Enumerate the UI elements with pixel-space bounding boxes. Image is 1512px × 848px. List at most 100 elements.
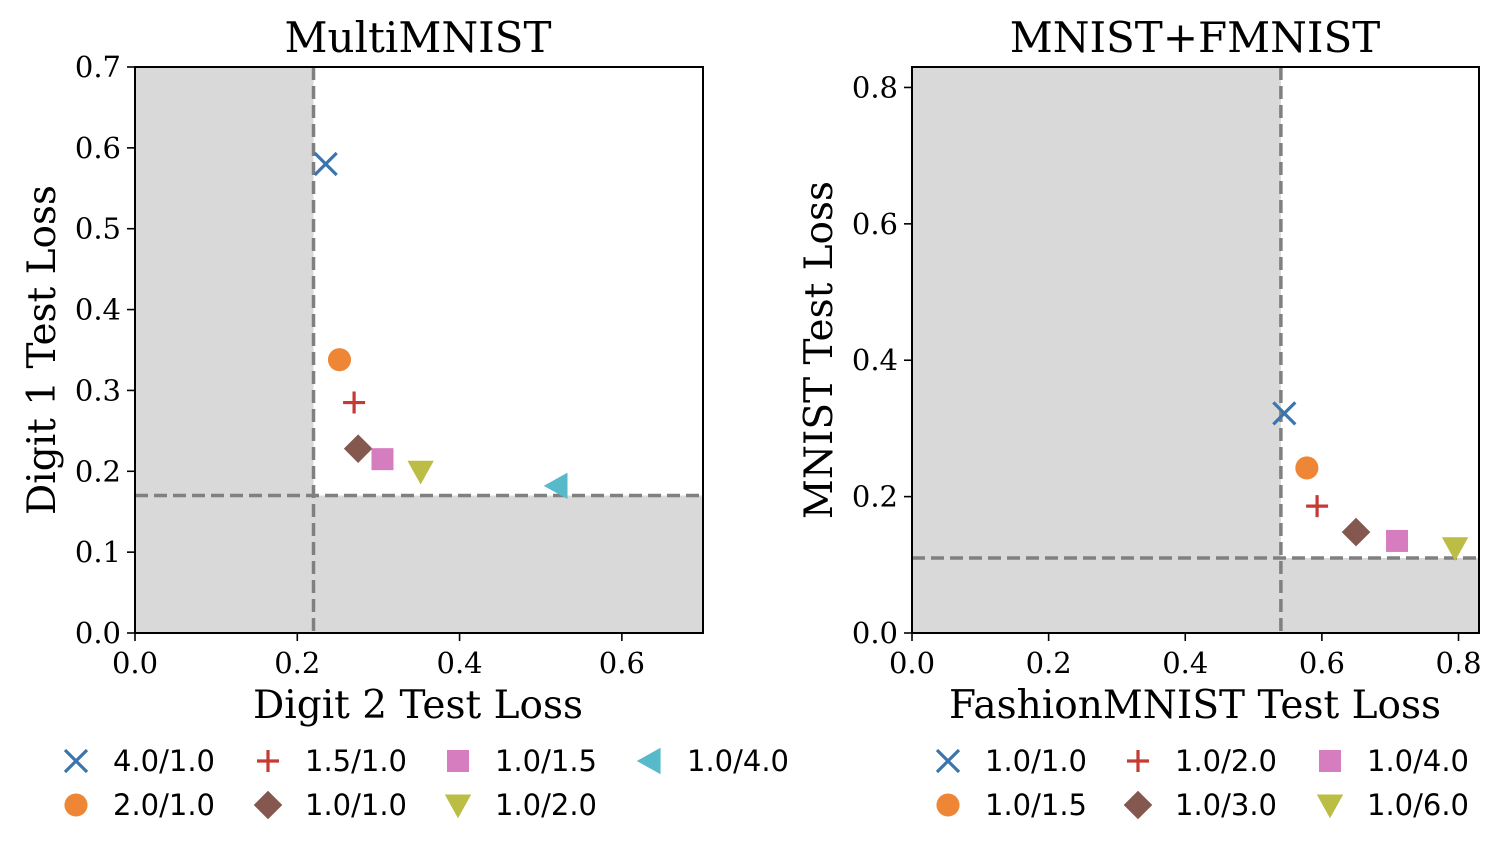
x-tick-label: 0.6 (599, 646, 645, 680)
circle-marker (327, 348, 352, 372)
axes-frame (134, 66, 704, 634)
y-tick-label: 0.3 (75, 373, 121, 407)
legend-label: 1.0/1.0 (305, 788, 407, 822)
circle-marker (936, 793, 960, 817)
plot-area (911, 66, 1480, 634)
x-marker (1272, 401, 1297, 426)
data-point (1306, 495, 1329, 518)
legend-item: 1.0/1.5 (447, 744, 597, 778)
y-tick-label: 0.6 (852, 207, 898, 241)
legend-marker (1316, 794, 1344, 819)
legend-label: 1.0/1.5 (495, 744, 597, 778)
triangle-down-marker (407, 460, 434, 485)
x-axis-label: Digit 2 Test Loss (253, 683, 583, 728)
legend-marker (936, 793, 960, 817)
legend-marker (1127, 750, 1149, 772)
legend-label: 1.0/1.5 (985, 788, 1087, 822)
legend-item: 1.0/3.0 (1123, 788, 1277, 822)
legend-label: 1.0/2.0 (495, 788, 597, 822)
data-point (407, 460, 434, 485)
legend-marker (1319, 750, 1341, 772)
y-tick-label: 0.4 (75, 293, 121, 327)
data-point (543, 472, 568, 500)
legend-marker (257, 750, 279, 772)
mnist-fmnist-panel: MNIST+FMNIST FashionMNIST Test Loss MNIS… (797, 13, 1482, 822)
legend-label: 2.0/1.0 (113, 788, 215, 822)
x-tick-label: 0.2 (274, 646, 320, 680)
legend-label: 1.0/2.0 (1175, 744, 1277, 778)
x-tick-label: 0.8 (1435, 646, 1481, 680)
legend-item: 1.5/1.0 (257, 744, 407, 778)
plus-marker (1306, 495, 1329, 518)
legend-item: 1.0/2.0 (444, 788, 597, 822)
legend-item: 2.0/1.0 (64, 788, 215, 822)
data-point (313, 151, 338, 177)
x-marker (935, 748, 961, 774)
x-tick-label: 0.4 (437, 646, 483, 680)
legend-item: 1.0/6.0 (1316, 788, 1469, 822)
y-tick-label: 0.1 (75, 535, 121, 569)
legend-marker (253, 790, 283, 820)
legend-label: 1.0/3.0 (1175, 788, 1277, 822)
plus-marker (257, 750, 279, 772)
x-tick-label: 0.0 (112, 646, 158, 680)
diamond-marker (1341, 517, 1371, 547)
shaded-region-bottom (1280, 557, 1479, 633)
multimnist-panel: MultiMNIST Digit 2 Test Loss Digit 1 Tes… (20, 13, 789, 822)
legend: 4.0/1.0 2.0/1.0 1.5/1.0 1.0/1.0 1.0/1.5 1.0/2… (63, 744, 789, 822)
tick-labels: 0.0 0.2 0.4 0.6 0.8 0.0 0.2 0.4 0.6 0.8 (852, 70, 1482, 680)
triangle-left-marker (636, 747, 661, 775)
y-tick-label: 0.7 (75, 50, 121, 84)
data-point (343, 391, 366, 414)
chart-title: MultiMNIST (285, 13, 552, 62)
legend-label: 1.5/1.0 (305, 744, 407, 778)
triangle-down-marker (444, 794, 472, 819)
triangle-left-marker (543, 472, 568, 500)
legend-marker (444, 794, 472, 819)
x-tick-label: 0.2 (1026, 646, 1072, 680)
legend-marker (636, 747, 661, 775)
diamond-marker (343, 434, 373, 463)
legend-label: 1.0/4.0 (1367, 744, 1469, 778)
y-tick-label: 0.5 (75, 212, 121, 246)
x-axis-label: FashionMNIST Test Loss (949, 683, 1441, 728)
square-marker (371, 448, 394, 471)
legend-item: 4.0/1.0 (63, 744, 215, 778)
tick-labels: 0.0 0.1 0.2 0.3 0.4 0.5 0.6 0.7 0.0 0.2 0.4 0.6 (75, 50, 645, 680)
y-tick-label: 0.8 (852, 70, 898, 104)
data-point (1441, 537, 1469, 561)
legend-marker (935, 748, 961, 774)
legend-item: 1.0/2.0 (1127, 744, 1277, 778)
data-point (1386, 529, 1409, 552)
legend-item: 1.0/1.0 (935, 744, 1087, 778)
legend-item: 1.0/4.0 (1319, 744, 1469, 778)
x-marker (313, 151, 338, 177)
x-tick-label: 0.4 (1162, 646, 1208, 680)
chart-title: MNIST+FMNIST (1010, 13, 1381, 62)
y-tick-label: 0.0 (852, 616, 898, 650)
plus-marker (343, 391, 366, 414)
data-point (327, 348, 352, 372)
shaded-region-bottom (313, 495, 703, 633)
diamond-marker (1123, 790, 1153, 820)
diamond-marker (253, 790, 283, 820)
legend-marker (1123, 790, 1153, 820)
legend-label: 4.0/1.0 (113, 744, 215, 778)
data-point (343, 434, 373, 463)
x-tick-label: 0.6 (1299, 646, 1345, 680)
square-marker (1319, 750, 1341, 772)
legend-item: 1.0/1.5 (936, 788, 1087, 822)
y-tick-label: 0.2 (852, 480, 898, 514)
y-axis-label: Digit 1 Test Loss (20, 185, 65, 515)
legend-item: 1.0/4.0 (636, 744, 789, 778)
square-marker (1386, 529, 1409, 552)
legend-label: 1.0/4.0 (687, 744, 789, 778)
plot-area (134, 66, 704, 634)
data-point (1272, 401, 1297, 426)
circle-marker (64, 793, 88, 817)
plus-marker (1127, 750, 1149, 772)
triangle-down-marker (1316, 794, 1344, 819)
legend-marker (64, 793, 88, 817)
y-tick-label: 0.6 (75, 131, 121, 165)
shaded-region-left (135, 67, 314, 633)
